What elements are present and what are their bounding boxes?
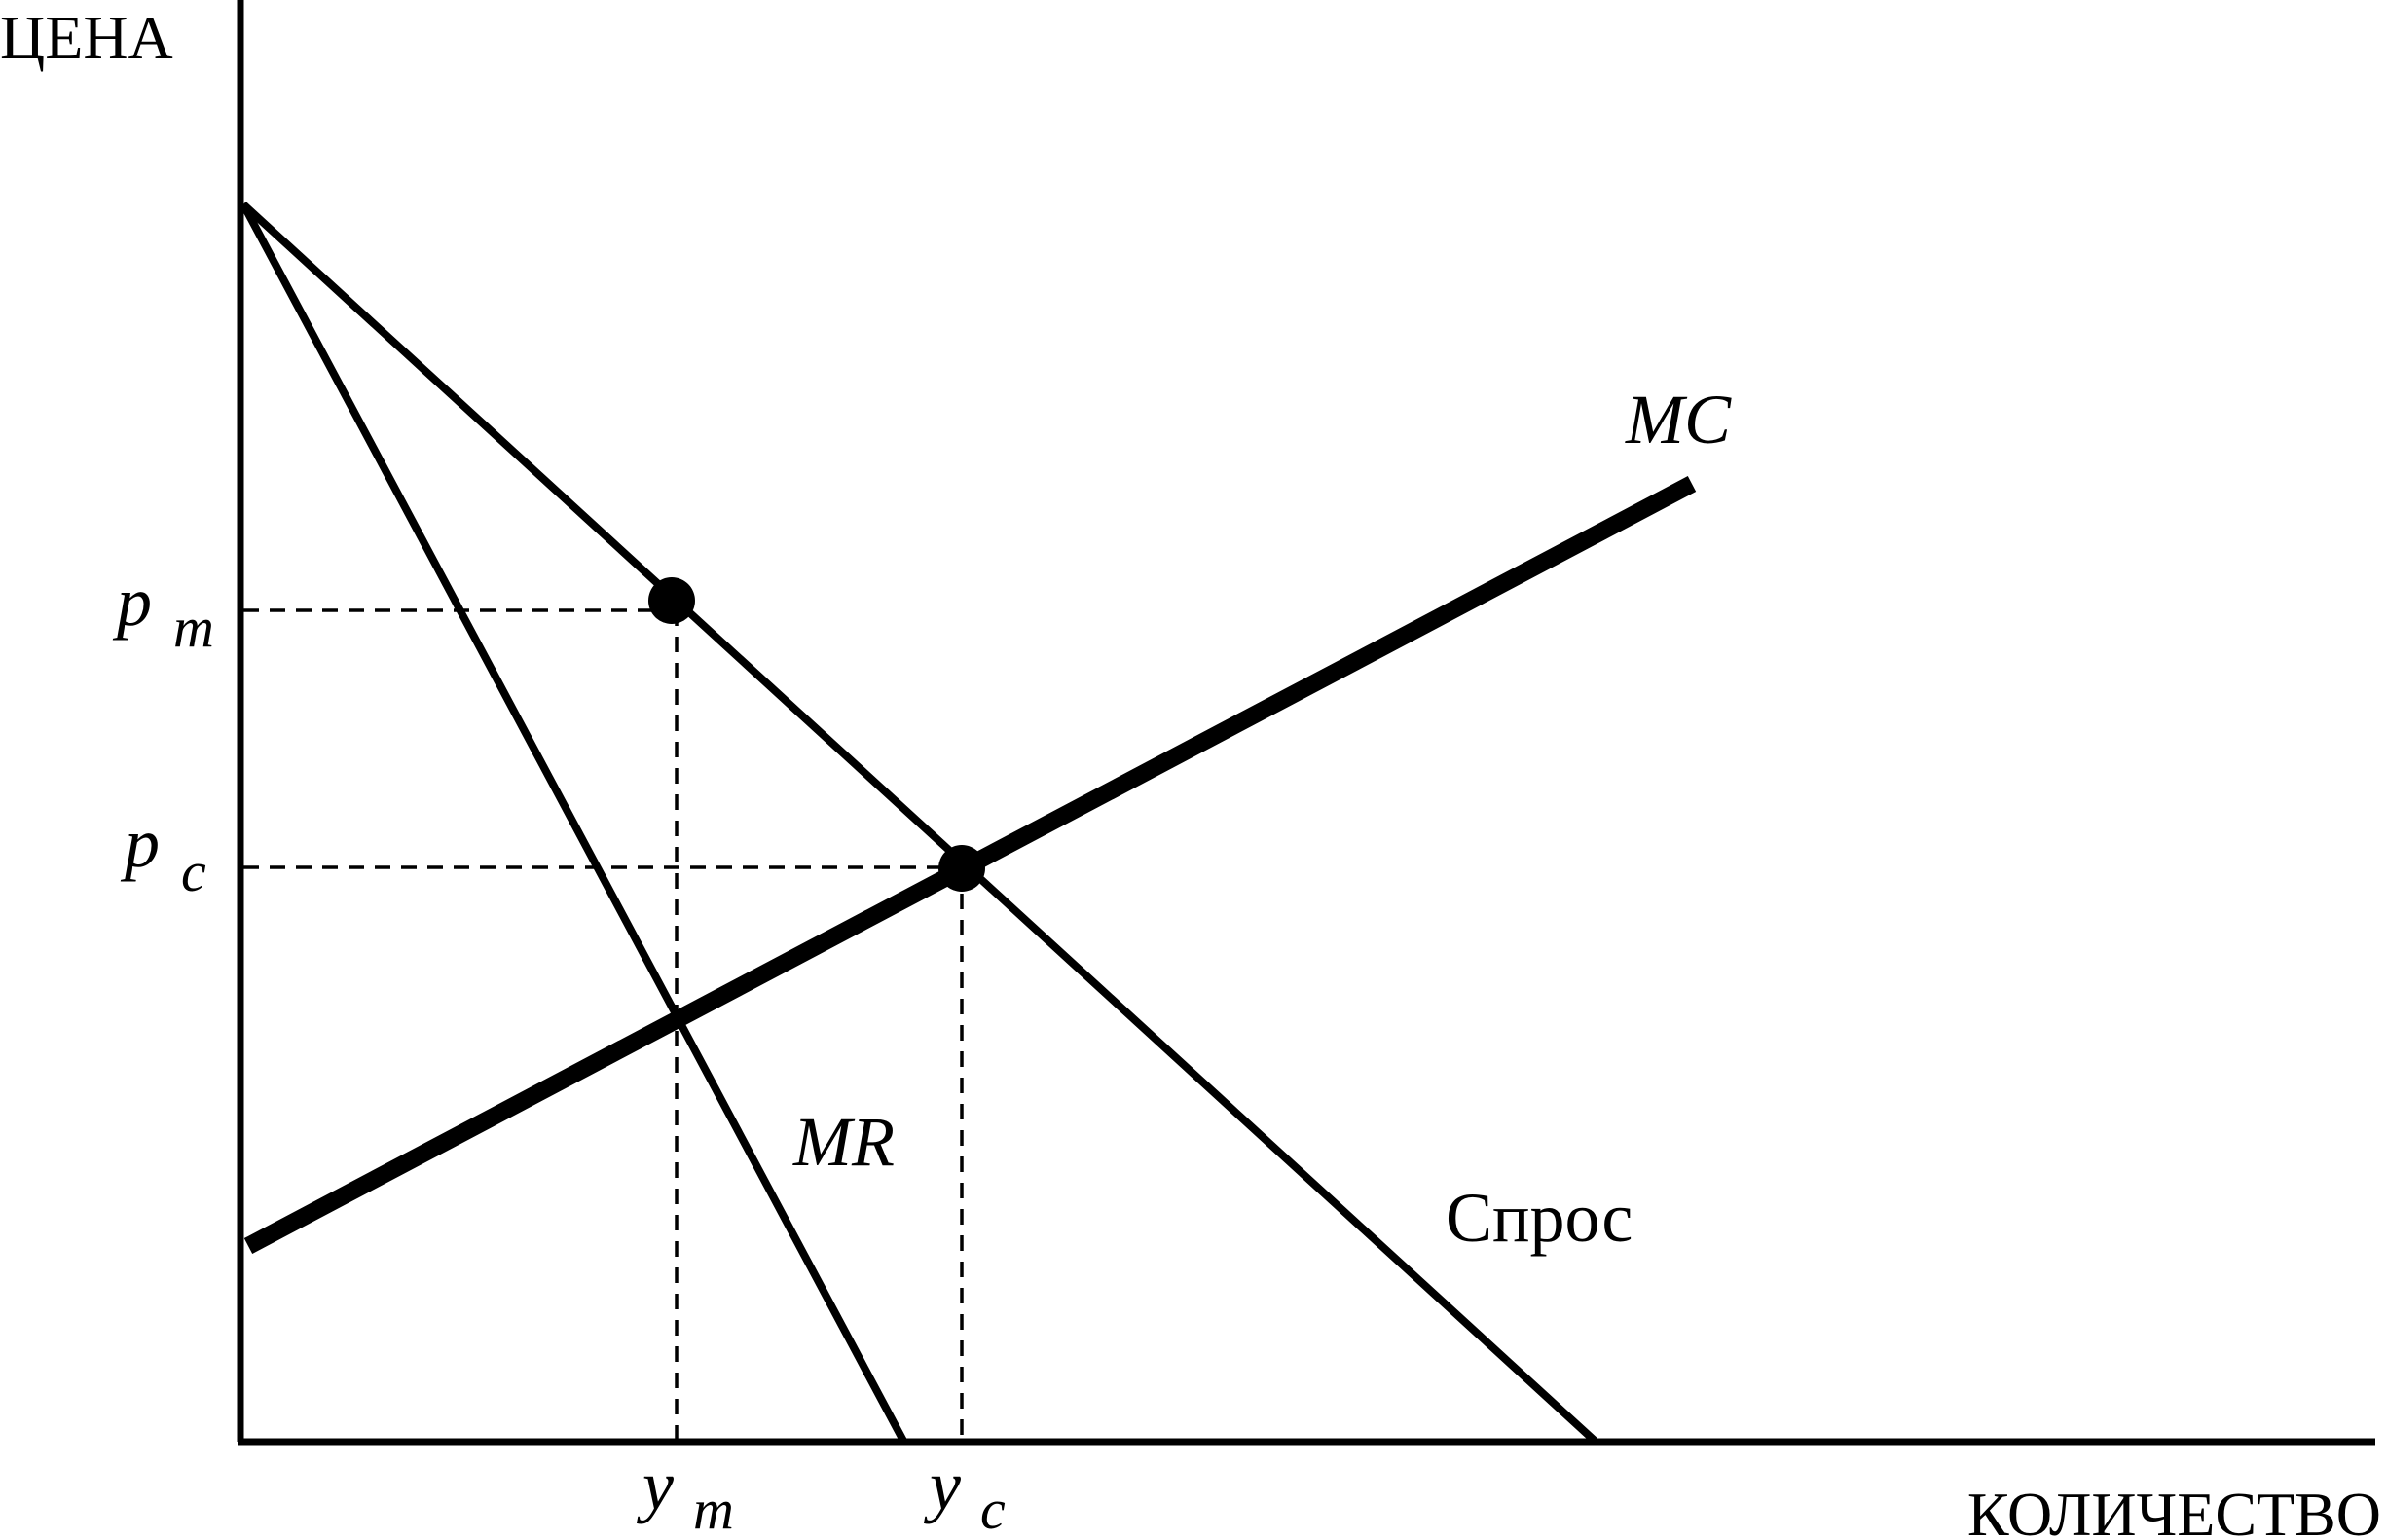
pm-label: p m — [112, 563, 214, 659]
demand-curve — [240, 202, 1597, 1444]
yc-subscript: c — [980, 1478, 1006, 1540]
monopoly-point — [648, 577, 695, 624]
yc-main: y — [923, 1447, 961, 1524]
competitive-point — [938, 845, 985, 892]
ym-main: y — [636, 1447, 674, 1524]
mr-label: MR — [792, 1103, 895, 1181]
demand-label: Спрос — [1446, 1179, 1633, 1257]
x-axis-label: КОЛИЧЕСТВО — [1967, 1480, 2381, 1540]
ym-label: y m — [636, 1447, 734, 1540]
y-axis-label: ЦЕНА — [0, 3, 173, 72]
mr-curve — [239, 202, 907, 1443]
pc-main: p — [120, 804, 160, 882]
ym-subscript: m — [693, 1478, 734, 1540]
mc-label: MC — [1625, 381, 1732, 458]
pm-subscript: m — [173, 596, 214, 659]
pm-main: p — [112, 563, 152, 641]
pc-label: p c — [120, 804, 206, 903]
yc-label: y c — [923, 1447, 1006, 1540]
pc-subscript: c — [181, 840, 206, 903]
